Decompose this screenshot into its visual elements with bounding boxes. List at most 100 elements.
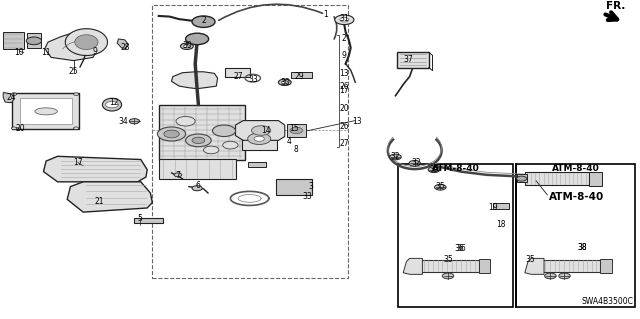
Text: 36: 36: [454, 244, 465, 253]
Text: 3: 3: [308, 182, 313, 191]
Bar: [543, 260, 600, 272]
Bar: [242, 128, 277, 150]
Bar: [493, 203, 509, 209]
Text: 35: 35: [435, 182, 445, 191]
Text: 30: 30: [280, 78, 290, 87]
Polygon shape: [65, 29, 108, 56]
Text: 38: 38: [577, 243, 588, 252]
Text: 32: 32: [411, 158, 421, 167]
Bar: [134, 218, 163, 223]
Text: 7: 7: [175, 171, 180, 180]
Polygon shape: [45, 33, 99, 61]
Bar: [159, 105, 245, 160]
Circle shape: [192, 186, 202, 191]
Text: 28: 28: [120, 43, 129, 52]
Circle shape: [129, 119, 140, 124]
Text: 35: 35: [525, 255, 535, 263]
Text: 32: 32: [390, 152, 401, 161]
Bar: [291, 72, 312, 78]
Circle shape: [248, 133, 271, 145]
Circle shape: [335, 15, 354, 25]
Circle shape: [164, 130, 179, 138]
Ellipse shape: [102, 98, 122, 111]
Circle shape: [184, 45, 190, 48]
Circle shape: [192, 137, 205, 144]
Text: 35: 35: [443, 255, 453, 263]
Bar: [3, 32, 24, 49]
Circle shape: [12, 93, 17, 95]
Bar: [159, 159, 236, 179]
Polygon shape: [403, 258, 422, 274]
Polygon shape: [117, 39, 128, 48]
Bar: [12, 93, 79, 129]
Circle shape: [282, 81, 288, 84]
Bar: [600, 259, 612, 273]
Text: 9: 9: [92, 47, 97, 56]
Circle shape: [428, 167, 440, 173]
Text: 26: 26: [339, 122, 349, 130]
Text: 25: 25: [68, 67, 79, 76]
Text: 33: 33: [302, 192, 312, 201]
Text: 12: 12: [109, 98, 118, 107]
Circle shape: [278, 79, 291, 85]
Text: 14: 14: [260, 126, 271, 135]
Text: 31: 31: [339, 14, 349, 23]
Text: 1: 1: [323, 10, 328, 19]
Circle shape: [559, 273, 570, 279]
Text: 24: 24: [6, 93, 16, 102]
Bar: [398, 164, 513, 307]
Circle shape: [186, 134, 211, 147]
Ellipse shape: [35, 108, 58, 115]
Text: 13: 13: [339, 69, 349, 78]
Text: 19: 19: [488, 203, 498, 212]
Circle shape: [26, 37, 42, 45]
Polygon shape: [236, 121, 285, 140]
Bar: [421, 260, 479, 272]
Text: 35: 35: [429, 165, 439, 174]
Circle shape: [106, 101, 118, 108]
Polygon shape: [44, 156, 147, 182]
Bar: [397, 52, 429, 68]
Bar: [248, 162, 266, 167]
Polygon shape: [172, 72, 218, 89]
Text: 37: 37: [403, 56, 413, 64]
Bar: [479, 259, 490, 273]
Bar: [225, 68, 250, 77]
Circle shape: [290, 127, 303, 134]
Text: 6: 6: [196, 181, 201, 189]
Circle shape: [186, 33, 209, 45]
Circle shape: [223, 141, 238, 149]
Text: 36: 36: [456, 244, 466, 253]
Text: 29: 29: [294, 72, 305, 81]
Text: 17: 17: [73, 158, 83, 167]
Text: 8: 8: [293, 145, 298, 154]
Circle shape: [212, 125, 236, 137]
Circle shape: [545, 273, 556, 279]
Text: 21: 21: [95, 197, 104, 206]
Circle shape: [192, 16, 215, 27]
Text: 18: 18: [497, 220, 506, 229]
Polygon shape: [3, 93, 14, 103]
Text: 34: 34: [118, 117, 128, 126]
Circle shape: [340, 18, 349, 22]
Circle shape: [157, 127, 186, 141]
Text: 33: 33: [248, 75, 258, 84]
Bar: [20, 98, 72, 124]
Circle shape: [176, 116, 195, 126]
Text: ATM-8-40: ATM-8-40: [549, 192, 604, 202]
Circle shape: [74, 127, 79, 130]
Text: FR.: FR.: [606, 1, 625, 11]
Bar: [276, 179, 312, 195]
Text: 2: 2: [342, 34, 347, 43]
Text: ATM-8-40: ATM-8-40: [432, 164, 479, 173]
Circle shape: [516, 176, 527, 181]
Bar: [517, 174, 527, 182]
Text: 5: 5: [137, 214, 142, 223]
Circle shape: [390, 154, 401, 160]
Circle shape: [409, 160, 420, 166]
Circle shape: [204, 146, 219, 154]
Text: 27: 27: [233, 72, 243, 81]
Text: 13: 13: [352, 117, 362, 126]
Circle shape: [435, 184, 446, 190]
Text: 20: 20: [339, 104, 349, 113]
